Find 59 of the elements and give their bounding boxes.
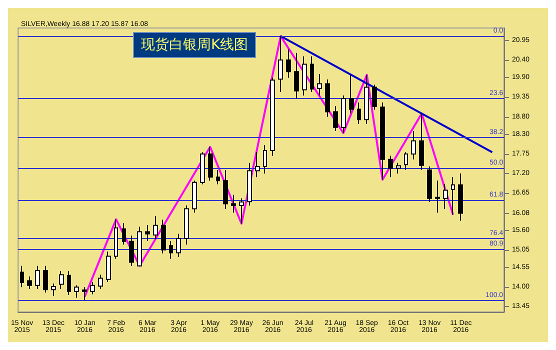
candlestick [380,102,385,180]
candlestick [357,102,361,124]
candlestick [51,283,56,297]
candlestick [325,78,330,118]
candlestick [208,146,213,182]
candlestick [333,106,338,132]
text: 现货白银周K线图 [141,37,248,53]
candlestick [396,162,401,174]
candlestick [200,152,205,185]
candlestick [388,155,393,178]
candlestick [404,152,408,170]
candlestick [184,205,189,246]
candlestick [67,270,71,296]
candlestick [145,224,150,242]
candlestick [153,216,158,240]
candlestick [263,144,267,174]
line-series [84,35,454,298]
candlestick [364,74,369,124]
candlestick [278,36,283,92]
candlestick [239,198,244,224]
candlestick [137,226,142,266]
candlestick [129,235,134,266]
candlestick [106,251,111,282]
candlestick [458,173,463,222]
candlestick [20,265,24,288]
candlestick [161,219,166,254]
candlestick [216,170,220,185]
candlestick [302,56,307,96]
candlestick [27,276,32,290]
candlestick [176,233,181,258]
candlestick [270,77,275,156]
candlestick [122,222,126,246]
candlestick [341,94,346,134]
candlestick [419,113,424,170]
candlestick [443,184,448,210]
candlestick [435,180,440,214]
candlestick [372,84,377,110]
candlestick [192,180,197,214]
candlestick [59,270,64,290]
candlestick [294,52,299,100]
candlestick [310,56,314,92]
candlestick [90,281,95,295]
candlestick [114,218,118,260]
candlestick [98,274,103,290]
candlestick [286,48,291,78]
candlestick [411,130,416,160]
candlestick [74,284,79,298]
candlestick [255,152,260,178]
candlestick [223,170,228,210]
candlestick [169,240,173,260]
candlestick [35,265,40,290]
candlestick [427,166,432,202]
candlestick [231,194,236,214]
candlestick [349,74,354,114]
candlestick [43,265,48,293]
candlestick [82,286,87,301]
candlestick [317,74,322,96]
candlestick [247,162,252,206]
candlestick [451,176,455,216]
